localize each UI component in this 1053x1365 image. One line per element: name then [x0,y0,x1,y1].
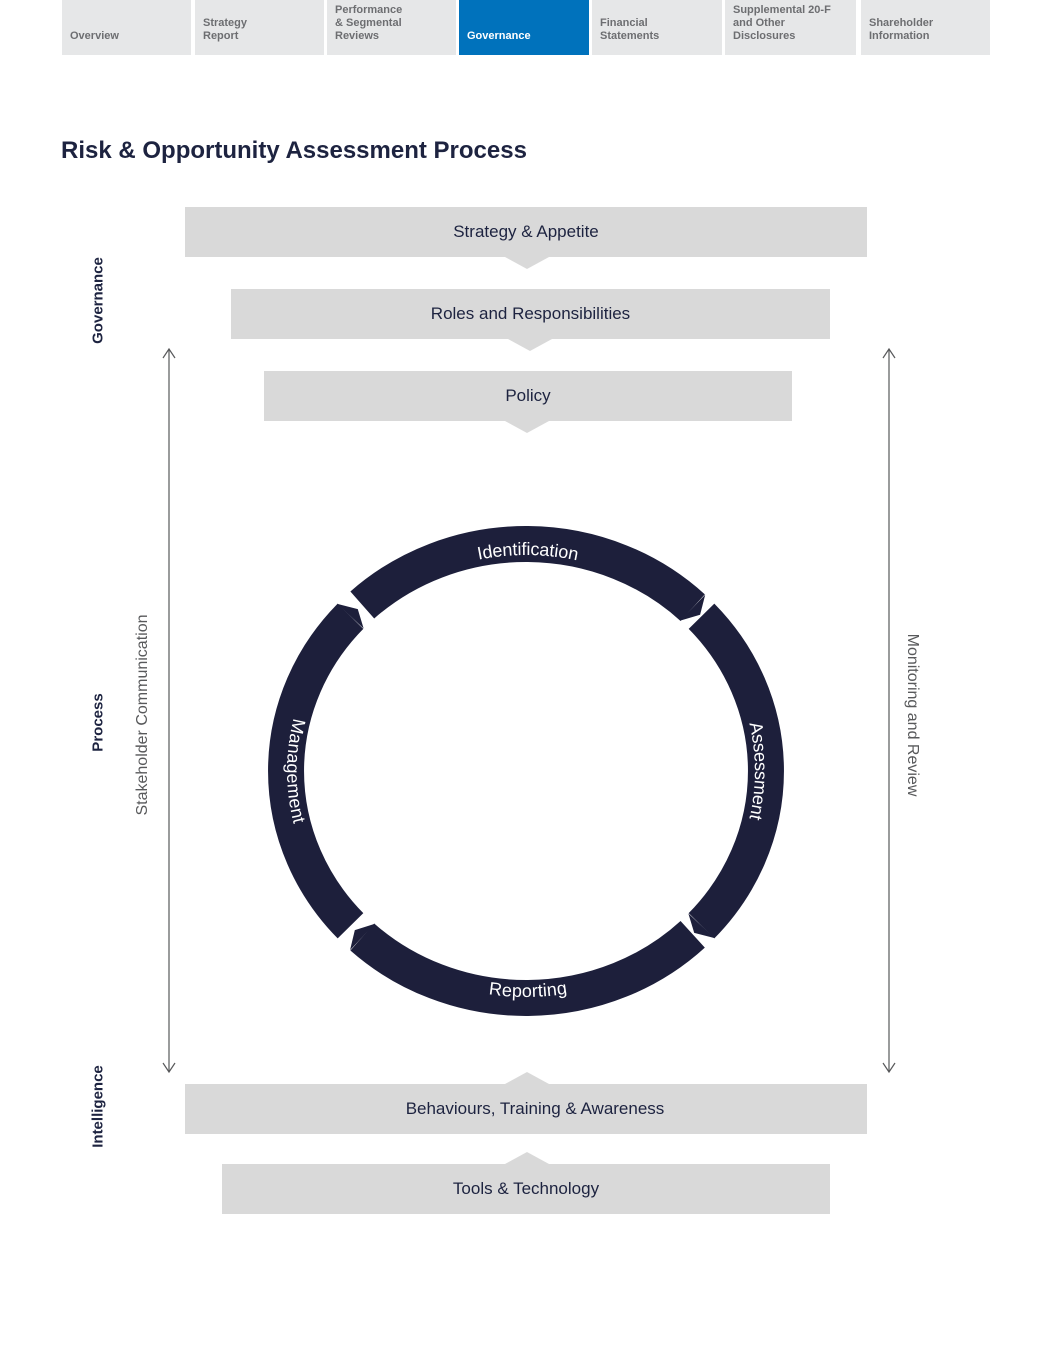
stakeholder-communication-label: Stakeholder Communication [134,614,151,816]
box-policy: Policy [264,371,792,421]
box-pointer-roles [508,339,552,351]
tab-shareholder-information[interactable]: Shareholder Information [861,0,990,55]
cycle-segment-assessment [688,603,784,939]
box-pointer-behaviours [505,1072,549,1084]
box-behaviours-training: Behaviours, Training & Awareness [185,1084,867,1134]
box-pointer-policy [505,421,549,433]
cycle-arrow-tip [688,913,715,939]
stakeholder-arrow [162,347,176,1074]
tab-supplemental-20f[interactable]: Supplemental 20-F and Other Disclosures [725,0,856,55]
tab-strategy-report[interactable]: Strategy Report [195,0,324,55]
tab-business-performance[interactable]: Business Performance & Segmental Reviews [327,0,456,55]
tab-overview[interactable]: Overview [62,0,191,55]
process-cycle: IdentificationAssessmentReportingManagem… [268,526,784,1016]
box-pointer-strategy [505,257,549,269]
page-title: Risk & Opportunity Assessment Process [61,137,527,164]
monitoring-review-label: Monitoring and Review [904,633,921,797]
tab-governance[interactable]: Governance [459,0,589,55]
monitoring-arrow [882,347,896,1074]
cycle-segment-reporting [350,920,705,1016]
cycle-arrow-tip [350,923,375,951]
box-pointer-tools [505,1152,549,1164]
cycle-label-reporting: Reporting [488,978,568,1001]
cycle-arrow-tip [680,594,706,621]
cycle-label-management: Management [283,717,309,825]
tab-financial-statements[interactable]: Financial Statements [592,0,722,55]
box-roles-responsibilities: Roles and Responsibilities [231,289,830,339]
cycle-segment-management [268,603,364,939]
box-strategy-appetite: Strategy & Appetite [185,207,867,257]
cycle-arrow-tip [337,603,364,629]
box-tools-technology: Tools & Technology [222,1164,830,1214]
cycle-segment-identification [350,526,705,622]
